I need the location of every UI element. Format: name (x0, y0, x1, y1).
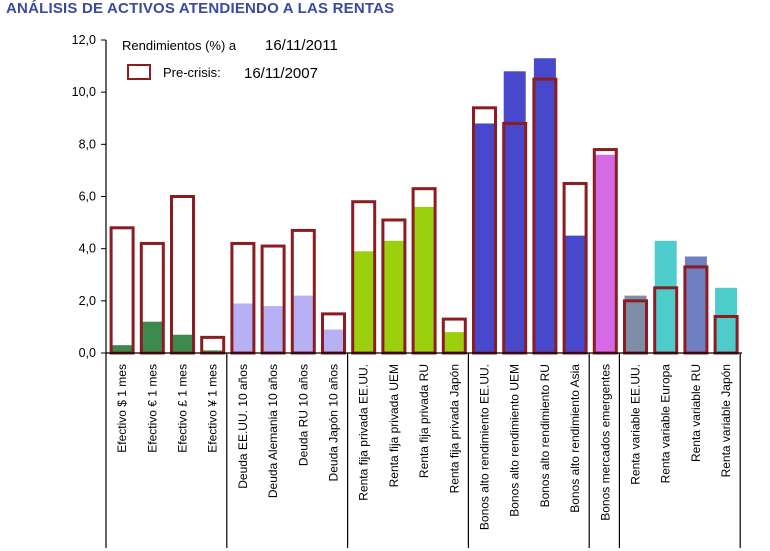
current-bar (533, 58, 556, 354)
y-tick-label: 4,0 (79, 242, 96, 256)
category-label: Renta variable Japón (719, 364, 733, 477)
current-bar (382, 240, 405, 353)
legend-current-date: 16/11/2011 (265, 37, 338, 54)
category-label: Efectivo $ 1 mes (115, 364, 129, 453)
category-label: Renta variable EE.UU. (629, 364, 643, 485)
category-label: Renta variable RU (689, 364, 703, 462)
category-label: Efectivo ¥ 1 mes (206, 364, 220, 453)
category-label: Renta fija privada EE.UU. (357, 364, 371, 501)
current-bar (654, 240, 677, 353)
precrisis-bar (170, 195, 195, 355)
category-label: Bonos alto rendimiento UEM (508, 364, 522, 517)
legend: Rendimientos (%) a 16/11/2011 Pre-crisis… (122, 37, 338, 82)
current-bar (111, 345, 134, 353)
current-bar (413, 206, 436, 353)
current-bar (564, 235, 587, 353)
legend-precrisis-date: 16/11/2007 (244, 65, 318, 82)
current-bar (503, 71, 526, 354)
y-tick-label: 8,0 (79, 137, 96, 151)
y-tick-label: 6,0 (79, 190, 96, 204)
current-bar (231, 303, 254, 353)
category-label: Renta fija privada UEM (387, 364, 401, 487)
category-label: Deuda Alemania 10 años (266, 364, 280, 498)
current-bar (262, 306, 285, 353)
group-separators (105, 353, 741, 548)
current-bar (171, 334, 194, 353)
chart-title: ANÁLISIS DE ACTIVOS ATENDIENDO A LAS REN… (6, 0, 395, 17)
category-label: Renta fija privada RU (417, 364, 431, 478)
current-bar (473, 123, 496, 353)
category-label: Deuda Japón 10 años (327, 364, 341, 481)
category-label: Bonos mercados emergentes (598, 364, 612, 521)
category-label: Renta fija privada Japón (447, 364, 461, 493)
current-bar (141, 321, 164, 353)
current-bar (684, 256, 707, 353)
category-label: Deuda EE.UU. 10 años (236, 364, 250, 489)
legend-precrisis-label: Pre-crisis: (163, 65, 221, 80)
current-bar (715, 287, 738, 353)
category-label: Bonos alto rendimiento RU (538, 364, 552, 507)
y-axis-ticks: 0,0 2,0 4,0 6,0 8,0 10,0 12,0 (72, 33, 106, 360)
current-bar (443, 332, 466, 353)
current-yield-bars (111, 58, 738, 354)
current-bar (594, 154, 617, 353)
y-tick-label: 2,0 (79, 294, 96, 308)
precrisis-bar (109, 226, 135, 355)
current-bar (322, 329, 345, 353)
current-bar (352, 251, 375, 353)
current-bar (292, 295, 315, 353)
category-label: Deuda RU 10 años (296, 364, 310, 466)
legend-precrisis-swatch (127, 64, 151, 80)
legend-current-label: Rendimientos (%) a (122, 38, 237, 53)
y-tick-label: 0,0 (79, 346, 96, 360)
y-tick-label: 12,0 (72, 33, 96, 47)
category-label: Bonos alto rendimiento EE.UU. (478, 364, 492, 530)
current-bar (624, 295, 647, 353)
category-label: Efectivo € 1 mes (145, 364, 159, 453)
category-label: Renta variable Europa (659, 364, 673, 484)
category-labels: Efectivo $ 1 mes Efectivo € 1 mes Efectivo… (115, 364, 733, 530)
category-label: Efectivo £ 1 mes (176, 364, 190, 453)
category-label: Bonos alto rendimiento Asia (568, 364, 582, 513)
y-tick-label: 10,0 (72, 85, 96, 99)
